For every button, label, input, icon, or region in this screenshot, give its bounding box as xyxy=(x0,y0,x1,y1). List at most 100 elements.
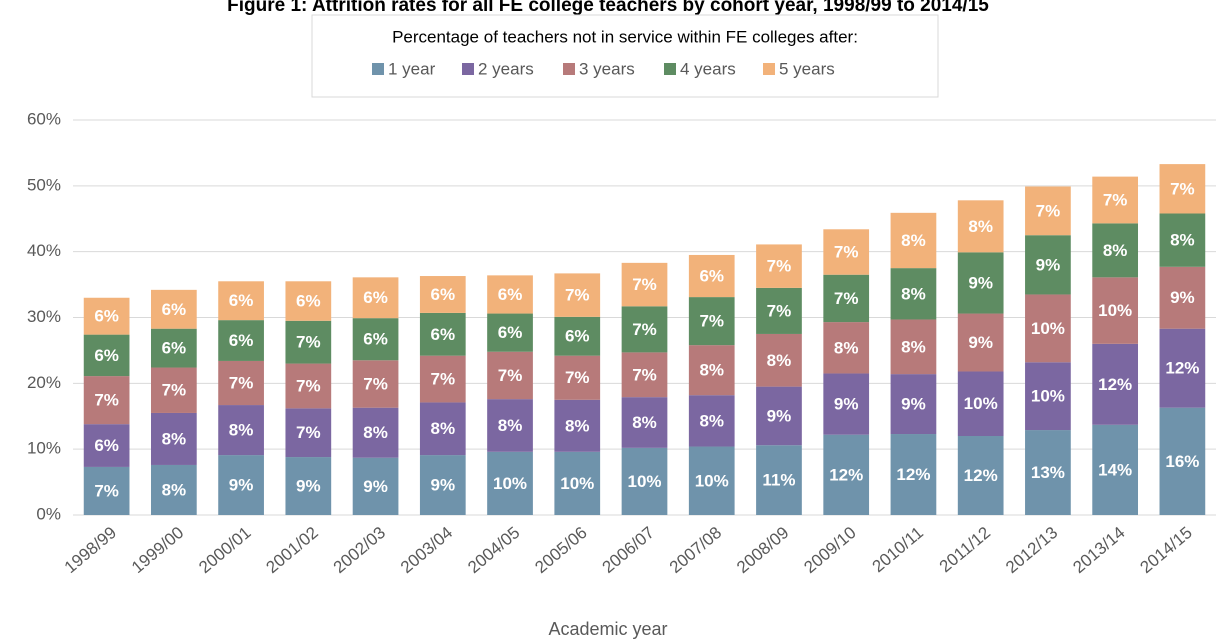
data-label: 6% xyxy=(498,285,523,304)
data-label: 6% xyxy=(229,331,254,350)
data-label: 6% xyxy=(699,267,724,286)
data-label: 8% xyxy=(968,217,993,236)
bar-segment xyxy=(285,320,332,364)
bar-segment xyxy=(352,360,399,408)
legend-label: 5 years xyxy=(779,59,835,78)
data-label: 8% xyxy=(834,338,859,357)
bar-segment xyxy=(487,451,533,515)
bar-segment xyxy=(1025,186,1071,236)
data-label: 7% xyxy=(363,374,388,393)
bar-segment xyxy=(688,254,735,298)
data-label: 7% xyxy=(498,366,523,385)
bar-segment xyxy=(1159,407,1206,515)
bar-segment xyxy=(621,306,668,353)
bar-segment xyxy=(1025,294,1071,363)
bar-segment xyxy=(621,397,668,448)
bar-segment xyxy=(1092,424,1139,515)
data-label: 8% xyxy=(565,416,590,435)
data-label: 12% xyxy=(829,465,863,484)
data-label: 9% xyxy=(767,406,792,425)
data-label: 6% xyxy=(162,339,187,358)
data-label: 7% xyxy=(94,481,119,500)
data-label: 6% xyxy=(363,330,388,349)
bar-segment xyxy=(1159,213,1206,267)
bar-segment xyxy=(83,297,130,335)
y-tick-label: 0% xyxy=(36,504,61,523)
bar-segment xyxy=(352,277,399,319)
data-label: 7% xyxy=(1170,179,1195,198)
bar-segment xyxy=(487,399,533,452)
bar-segment xyxy=(554,355,601,400)
bar-segment xyxy=(218,455,264,515)
data-label: 9% xyxy=(296,477,321,496)
bar-segment xyxy=(352,407,399,458)
bar-segment xyxy=(83,376,130,425)
bar-segment xyxy=(756,445,802,515)
data-label: 9% xyxy=(901,395,926,414)
data-label: 6% xyxy=(565,327,590,346)
bar-segment xyxy=(487,313,533,352)
data-label: 7% xyxy=(431,370,456,389)
data-label: 8% xyxy=(431,419,456,438)
data-label: 7% xyxy=(632,365,657,384)
data-label: 11% xyxy=(762,471,795,490)
bar-segment xyxy=(890,319,937,375)
data-label: 10% xyxy=(964,394,998,413)
data-label: 7% xyxy=(296,376,321,395)
y-tick-label: 50% xyxy=(27,175,61,194)
x-tick-label: 2005/06 xyxy=(531,523,590,577)
data-label: 12% xyxy=(964,466,998,485)
x-axis-title: Academic year xyxy=(548,619,667,639)
data-label: 7% xyxy=(1103,190,1128,209)
data-label: 10% xyxy=(1098,301,1132,320)
bar-segment xyxy=(890,434,937,515)
data-label: 8% xyxy=(1170,231,1195,250)
data-label: 9% xyxy=(1036,255,1061,274)
legend-label: 4 years xyxy=(680,59,736,78)
data-label: 7% xyxy=(94,391,119,410)
data-label: 8% xyxy=(162,429,187,448)
data-label: 7% xyxy=(1036,201,1061,220)
y-tick-label: 60% xyxy=(27,109,61,128)
bar-segment xyxy=(1159,266,1206,329)
x-tick-label: 2004/05 xyxy=(464,523,523,577)
bar-segment xyxy=(83,334,130,377)
x-tick-label: 2012/13 xyxy=(1002,523,1061,577)
bar-segment xyxy=(890,268,937,320)
x-tick-label: 2002/03 xyxy=(330,523,389,577)
bar-segment xyxy=(285,363,332,409)
bar-segment xyxy=(419,312,466,356)
bar-segment xyxy=(1025,430,1071,515)
chart-title: Figure 1: Attrition rates for all FE col… xyxy=(227,0,989,16)
data-label: 10% xyxy=(627,472,661,491)
data-label: 7% xyxy=(834,289,859,308)
legend-swatch xyxy=(763,63,775,75)
bar-segment xyxy=(957,252,1004,314)
data-label: 7% xyxy=(296,333,321,352)
data-label: 7% xyxy=(632,320,657,339)
bar-segment xyxy=(957,313,1004,372)
data-label: 8% xyxy=(699,361,724,380)
data-label: 8% xyxy=(1103,241,1128,260)
data-label: 7% xyxy=(767,257,792,276)
x-tick-label: 2008/09 xyxy=(733,523,792,577)
bar-segment xyxy=(1159,164,1206,214)
bar-segment xyxy=(621,352,668,398)
data-label: 13% xyxy=(1031,463,1065,482)
bar-segment xyxy=(150,412,197,465)
bar-segment xyxy=(1092,343,1139,425)
legend-swatch xyxy=(563,63,575,75)
bar-segment xyxy=(150,328,197,368)
data-label: 10% xyxy=(560,474,594,493)
bar-segment xyxy=(1092,176,1139,224)
data-label: 7% xyxy=(162,381,187,400)
y-tick-label: 10% xyxy=(27,439,61,458)
x-tick-label: 2000/01 xyxy=(195,523,254,577)
bar-segment xyxy=(218,405,264,456)
bar-segment xyxy=(823,322,870,374)
data-label: 9% xyxy=(229,476,254,495)
data-label: 14% xyxy=(1098,460,1132,479)
bar-segment xyxy=(957,371,1004,436)
data-label: 8% xyxy=(229,421,254,440)
